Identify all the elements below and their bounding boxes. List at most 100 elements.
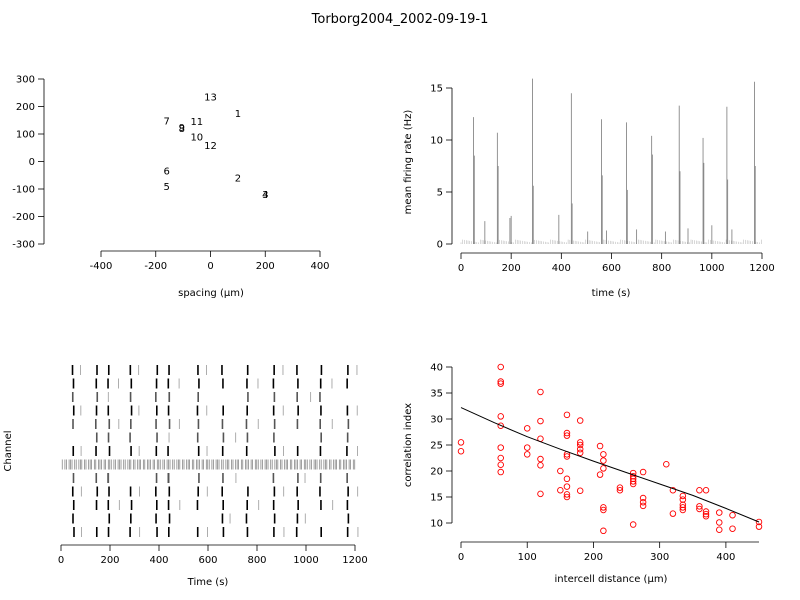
x-tick-label: -200 bbox=[144, 261, 167, 272]
y-tick-label: -100 bbox=[12, 185, 35, 196]
correlation-point bbox=[702, 508, 710, 515]
correlation-point bbox=[523, 451, 531, 458]
y-tick-label: 20 bbox=[430, 467, 443, 478]
electrode-label: 12 bbox=[204, 141, 217, 152]
y-tick-label: 100 bbox=[16, 130, 35, 141]
y-tick-label: 0 bbox=[437, 240, 443, 251]
y-tick-label: 0 bbox=[29, 157, 35, 168]
y-tick-label: 10 bbox=[430, 136, 443, 147]
y-tick-label: 35 bbox=[430, 389, 443, 400]
correlation-point bbox=[616, 486, 624, 494]
correlation-point bbox=[600, 465, 607, 472]
correlation-point bbox=[679, 506, 687, 514]
correlation-point bbox=[639, 498, 647, 506]
x-tick-label: -400 bbox=[90, 261, 113, 272]
y-tick-label: 40 bbox=[430, 363, 443, 374]
correlation-point bbox=[669, 486, 677, 494]
correlation-point bbox=[696, 486, 703, 494]
correlation-point bbox=[563, 429, 571, 437]
correlation-panel: 0 100 200 300 400 10 15 20 25 30 35 40 intercell dis… bbox=[403, 363, 763, 585]
x-tick-label: 0 bbox=[458, 263, 464, 274]
correlation-point bbox=[457, 439, 465, 446]
correlation-point bbox=[457, 447, 465, 455]
correlation-point bbox=[716, 519, 723, 526]
electrode-label: 2 bbox=[235, 174, 241, 185]
x-tick-label: 400 bbox=[552, 263, 571, 274]
correlation-point bbox=[537, 417, 544, 425]
correlation-point bbox=[563, 493, 571, 501]
x-tick-label: 200 bbox=[502, 263, 521, 274]
x-tick-label: 0 bbox=[58, 555, 64, 566]
correlation-point bbox=[679, 492, 687, 500]
x-tick-label: 800 bbox=[652, 263, 671, 274]
correlation-point bbox=[497, 363, 504, 371]
correlation-point bbox=[679, 504, 687, 511]
electrode-label: 10 bbox=[190, 132, 203, 143]
correlation-point bbox=[537, 388, 544, 396]
correlation-point bbox=[600, 457, 607, 464]
correlation-point bbox=[755, 518, 763, 526]
page-title: Torborg2004_2002-09-19-1 bbox=[311, 12, 489, 27]
correlation-point bbox=[663, 460, 670, 468]
correlation-point bbox=[497, 380, 504, 387]
x-tick-label: 400 bbox=[149, 555, 168, 566]
correlation-point bbox=[563, 453, 571, 460]
electrode-label: 1 bbox=[235, 109, 241, 120]
correlation-point bbox=[696, 505, 703, 513]
correlation-point bbox=[669, 510, 677, 517]
correlation-point bbox=[576, 417, 584, 424]
correlation-point bbox=[639, 468, 647, 476]
correlation-point bbox=[537, 462, 544, 469]
x-tick-label: 800 bbox=[247, 555, 266, 566]
correlation-point bbox=[497, 461, 504, 469]
correlation-point bbox=[537, 490, 544, 498]
correlation-point bbox=[557, 467, 564, 475]
correlation-point bbox=[755, 523, 763, 530]
x-tick-label: 100 bbox=[518, 552, 537, 563]
x-tick-label: 200 bbox=[256, 261, 275, 272]
correlation-point bbox=[576, 441, 584, 449]
electrode-label: 11 bbox=[190, 117, 203, 128]
x-tick-label: 0 bbox=[458, 552, 464, 563]
correlation-point bbox=[563, 432, 571, 439]
correlation-point bbox=[497, 422, 504, 430]
x-tick-label: 1000 bbox=[699, 263, 724, 274]
y-tick-label: -300 bbox=[12, 240, 35, 251]
x-tick-label: 200 bbox=[584, 552, 603, 563]
correlation-point bbox=[497, 444, 504, 451]
electrode-label: 9 bbox=[179, 123, 185, 134]
y-tick-label: 10 bbox=[430, 519, 443, 530]
correlation-point bbox=[696, 503, 703, 510]
electrode-label: 4 bbox=[262, 190, 268, 201]
electrode-label: 3 bbox=[262, 190, 268, 201]
y-axis-title: mean firing rate (Hz) bbox=[403, 110, 414, 215]
correlation-point bbox=[600, 504, 607, 511]
correlation-point bbox=[702, 510, 710, 518]
y-tick-label: 5 bbox=[437, 188, 443, 199]
raster-panel: 0 200 400 600 800 1000 1200 Time (s) Channel bbox=[3, 365, 368, 588]
electrode-label: 13 bbox=[204, 92, 217, 103]
correlation-point bbox=[639, 494, 647, 502]
correlation-point bbox=[563, 475, 571, 483]
correlation-point bbox=[563, 483, 571, 490]
x-axis-title: Time (s) bbox=[187, 577, 229, 588]
correlation-point bbox=[497, 378, 504, 385]
correlation-point bbox=[702, 486, 710, 494]
firing-rate-panel: 0 200 400 600 800 1000 1200 0 5 10 15 time (s) mean … bbox=[403, 78, 775, 299]
correlation-point bbox=[576, 445, 584, 453]
correlation-point bbox=[523, 444, 531, 451]
x-tick-label: 400 bbox=[310, 261, 329, 272]
x-tick-label: 200 bbox=[100, 555, 119, 566]
y-tick-label: 25 bbox=[430, 441, 443, 452]
y-tick-label: 15 bbox=[430, 84, 443, 95]
correlation-point bbox=[596, 471, 604, 478]
correlation-point bbox=[600, 506, 607, 514]
correlation-point bbox=[729, 511, 736, 519]
correlation-point bbox=[497, 413, 504, 420]
correlation-point bbox=[537, 455, 544, 463]
x-tick-label: 0 bbox=[207, 261, 213, 272]
correlation-point bbox=[616, 484, 624, 491]
correlation-point bbox=[497, 454, 504, 462]
correlation-point bbox=[563, 411, 571, 419]
